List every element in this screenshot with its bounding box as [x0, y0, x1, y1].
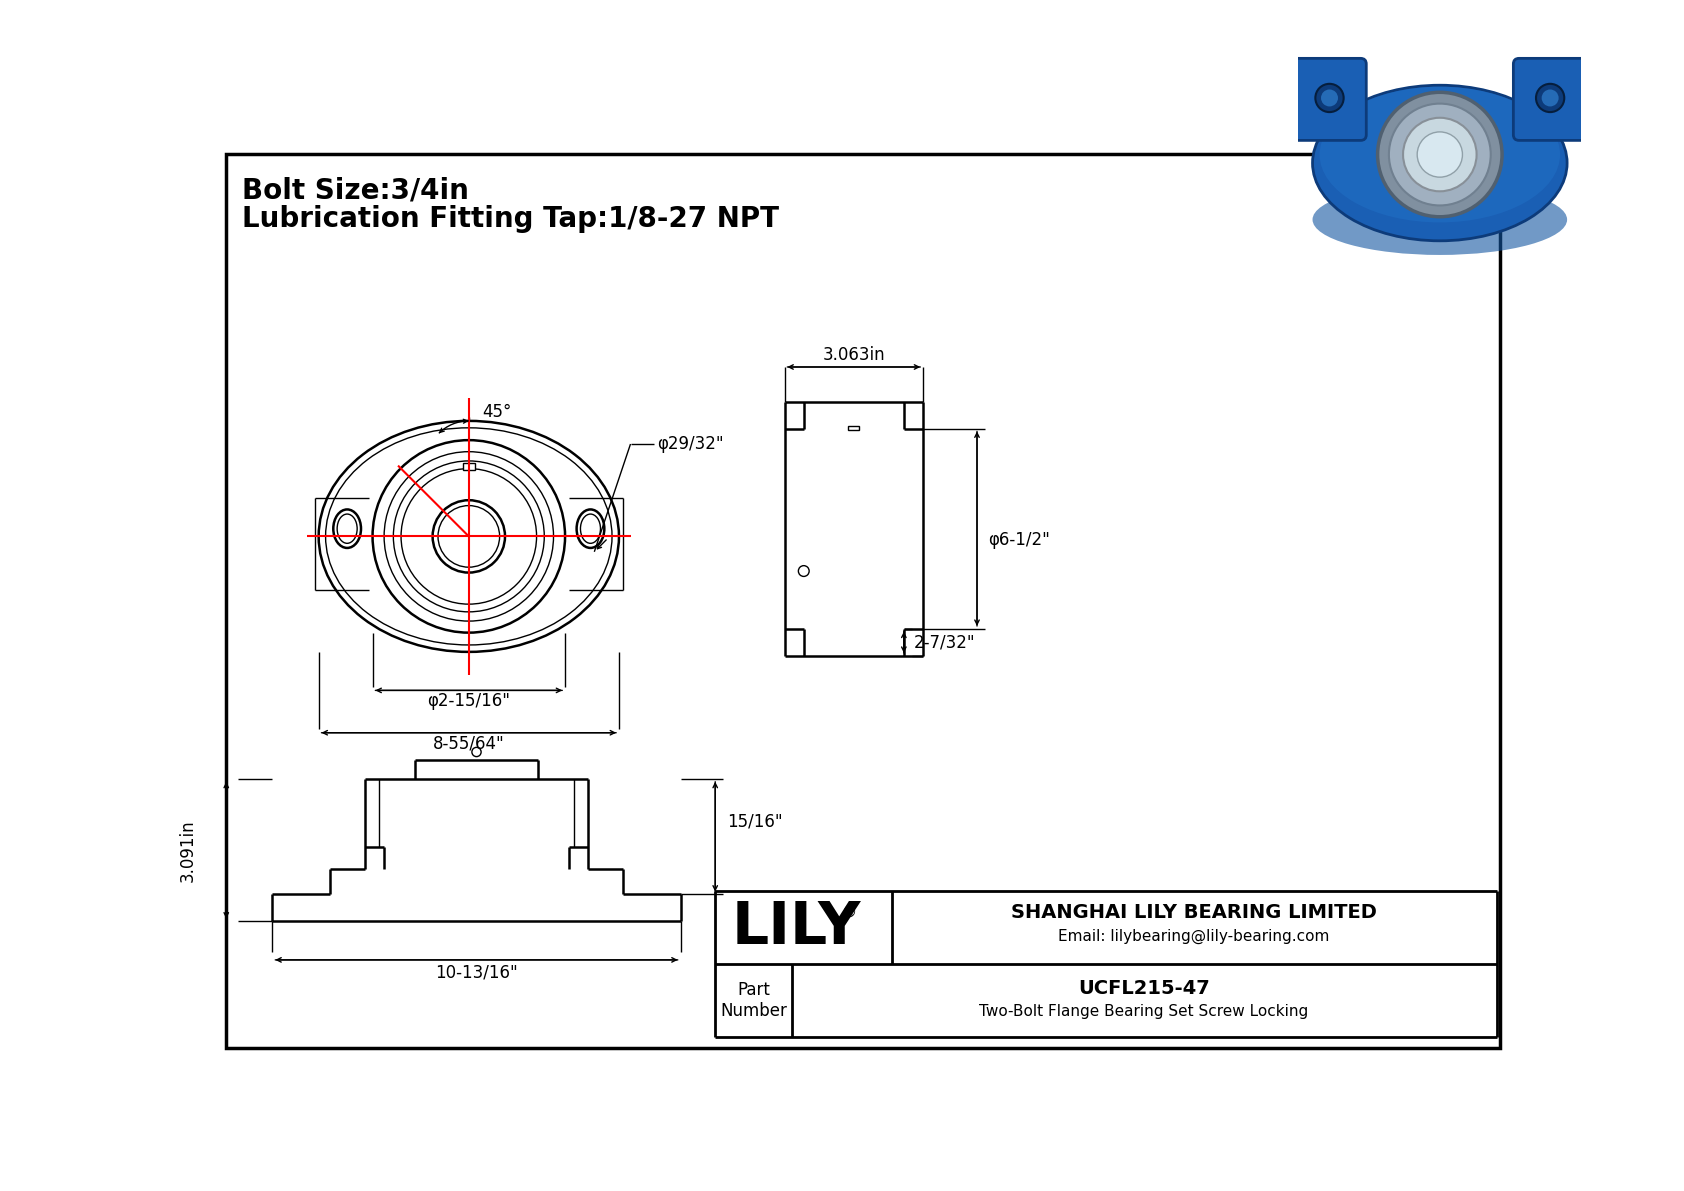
Circle shape [1536, 83, 1564, 112]
Text: 8-55/64": 8-55/64" [433, 735, 505, 753]
FancyBboxPatch shape [1514, 58, 1586, 141]
Text: SHANGHAI LILY BEARING LIMITED: SHANGHAI LILY BEARING LIMITED [1010, 903, 1378, 922]
Ellipse shape [1312, 185, 1568, 255]
Ellipse shape [1312, 86, 1568, 241]
Text: 3.091in: 3.091in [179, 819, 197, 881]
Circle shape [1320, 89, 1339, 106]
Ellipse shape [1320, 87, 1559, 223]
Circle shape [1315, 83, 1344, 112]
Text: 10-13/16": 10-13/16" [434, 964, 519, 981]
Text: 2-7/32": 2-7/32" [914, 634, 975, 651]
Text: UCFL215-47: UCFL215-47 [1078, 979, 1211, 998]
Circle shape [1403, 118, 1477, 192]
Circle shape [1541, 89, 1559, 106]
Text: Bolt Size:3/4in: Bolt Size:3/4in [242, 176, 468, 204]
Text: Lubrication Fitting Tap:1/8-27 NPT: Lubrication Fitting Tap:1/8-27 NPT [242, 205, 778, 233]
Circle shape [1389, 104, 1490, 206]
FancyBboxPatch shape [1293, 58, 1366, 141]
Text: φ6-1/2": φ6-1/2" [989, 531, 1051, 549]
Text: φ29/32": φ29/32" [657, 435, 724, 453]
Text: Part
Number: Part Number [721, 981, 786, 1021]
Bar [463, 463, 475, 470]
Text: 3.063in: 3.063in [822, 347, 886, 364]
Text: 15/16": 15/16" [727, 812, 783, 830]
Text: φ2-15/16": φ2-15/16" [428, 692, 510, 710]
Circle shape [1378, 93, 1502, 217]
Text: ®: ® [842, 905, 857, 919]
Text: LILY: LILY [731, 899, 861, 956]
Text: Two-Bolt Flange Bearing Set Screw Locking: Two-Bolt Flange Bearing Set Screw Lockin… [980, 1004, 1308, 1019]
Bar [849, 426, 859, 430]
Text: Email: lilybearing@lily-bearing.com: Email: lilybearing@lily-bearing.com [1059, 929, 1330, 944]
Text: 45°: 45° [483, 403, 512, 420]
Circle shape [1418, 132, 1462, 177]
